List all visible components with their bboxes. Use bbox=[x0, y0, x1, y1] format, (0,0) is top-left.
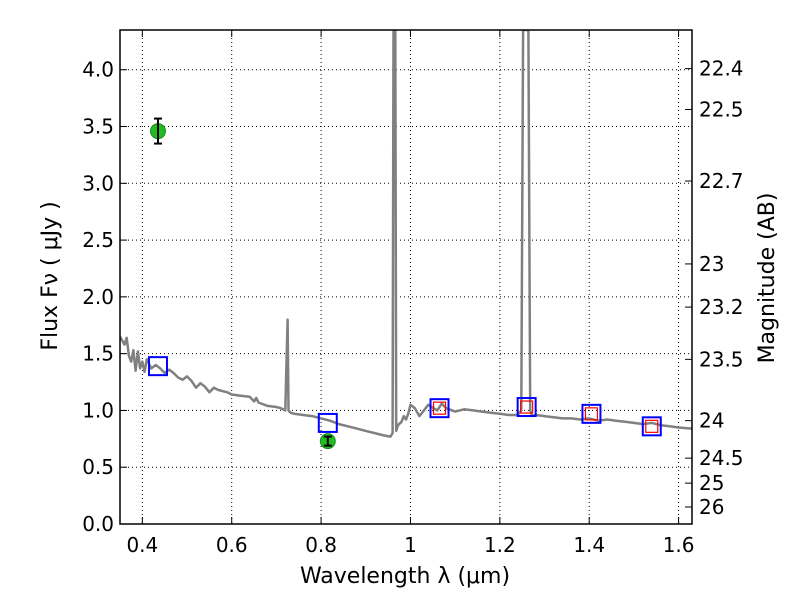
y2-tick-label: 23.5 bbox=[699, 347, 744, 371]
model-spectrum-line bbox=[120, 30, 692, 438]
y-tick-label: 3.0 bbox=[82, 171, 114, 195]
x-tick-label: 1.2 bbox=[484, 533, 516, 557]
y2-tick-label: 22.5 bbox=[699, 97, 744, 121]
y-tick-label: 1.0 bbox=[82, 398, 114, 422]
y-tick-label: 4.0 bbox=[82, 58, 114, 82]
tick-labels: 0.4 0.6 0.8 1 1.2 1.4 1.6 0.0 0.5 1.0 1.5 2.0 2.5 3.0… bbox=[82, 57, 743, 557]
y2-tick-label: 26 bbox=[699, 495, 724, 519]
x-tick-label: 1.4 bbox=[573, 533, 605, 557]
x-tick-label: 0.4 bbox=[126, 533, 158, 557]
y2-tick-label: 23 bbox=[699, 252, 724, 276]
y-tick-label: 0.5 bbox=[82, 455, 114, 479]
model-flux-inner-square bbox=[584, 407, 599, 421]
y2-tick-label: 22.7 bbox=[699, 169, 744, 193]
y-tick-label: 0.0 bbox=[82, 512, 114, 536]
y2-tick-label: 22.4 bbox=[699, 57, 744, 81]
y-tick-label: 2.5 bbox=[82, 228, 114, 252]
x-tick-label: 1 bbox=[404, 533, 417, 557]
plot-area bbox=[120, 30, 692, 450]
grid-lines bbox=[120, 30, 692, 525]
y-tick-label: 1.5 bbox=[82, 342, 114, 366]
y2-tick-label: 23.2 bbox=[699, 295, 744, 319]
y-tick-label: 2.0 bbox=[82, 285, 114, 309]
x-tick-label: 0.6 bbox=[216, 533, 248, 557]
y2-axis-title: Magnitude (AB) bbox=[755, 193, 780, 364]
model-flux-square bbox=[516, 397, 537, 418]
model-flux-square bbox=[581, 403, 602, 424]
model-flux-square bbox=[429, 398, 450, 419]
model-flux-square bbox=[317, 412, 338, 433]
model-flux-square bbox=[147, 356, 168, 377]
y2-tick-label: 24.5 bbox=[699, 446, 744, 470]
y-axis-title: Flux Fν ( μJy ) bbox=[38, 201, 63, 350]
y2-tick-label: 24 bbox=[699, 409, 724, 433]
y2-tick-label: 25 bbox=[699, 471, 724, 495]
model-flux-inner-square bbox=[432, 401, 447, 415]
model-flux-square bbox=[641, 416, 662, 437]
x-axis-title: Wavelength λ (μm) bbox=[300, 564, 510, 589]
axes-border bbox=[119, 29, 693, 525]
model-flux-inner-square bbox=[520, 400, 534, 414]
axes-frame bbox=[119, 29, 693, 525]
x-tick-label: 1.6 bbox=[663, 533, 695, 557]
y-tick-label: 3.5 bbox=[82, 115, 114, 139]
x-tick-label: 0.8 bbox=[305, 533, 337, 557]
model-flux-inner-square bbox=[645, 419, 659, 433]
